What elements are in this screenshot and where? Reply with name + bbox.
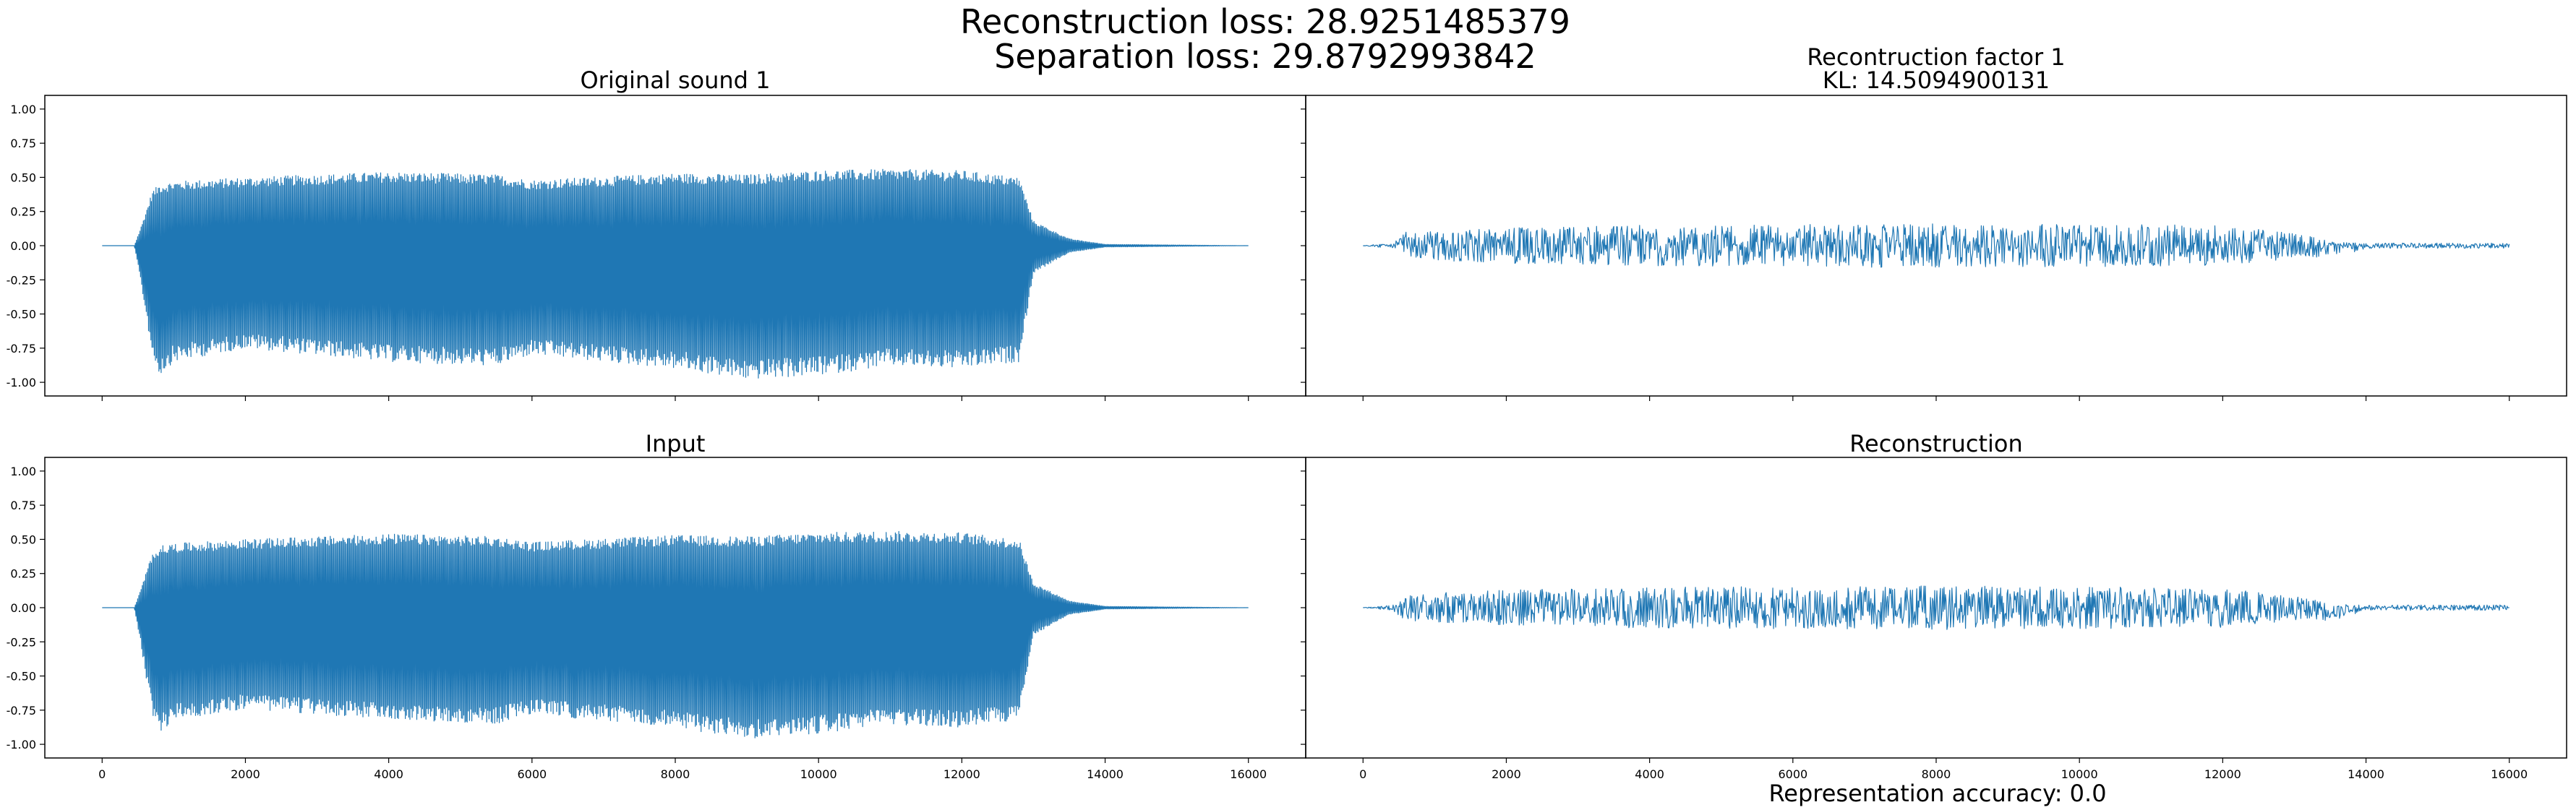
subplot-4: Reconstruction 0 2000 4000 6000 8000 10000 1200… [1301,430,2567,781]
y-tick-label: -1.00 [7,376,36,389]
subplot-subtitle: KL: 14.5094900131 [1823,66,2050,94]
x-tick-label: 2000 [231,767,260,781]
subplot-title: Reconstruction [1849,430,2022,457]
y-tick-label: 1.00 [10,103,36,116]
y-tick-label: 0.75 [10,499,36,512]
subplot-title: Original sound 1 [580,66,770,94]
x-tick-label: 10000 [2061,767,2098,781]
y-tick-label: 0.25 [10,567,36,581]
x-tick-label: 16000 [1230,767,1267,781]
x-tick-label: 4000 [374,767,403,781]
x-tick-label: 12000 [2204,767,2241,781]
y-tick-label: -0.75 [7,704,36,718]
subplot-2: Recontruction factor 1KL: 14.5094900131 [1301,43,2567,401]
x-tick-label: 4000 [1635,767,1664,781]
y-tick-label: 0.00 [10,601,36,615]
x-tick-label: 10000 [800,767,837,781]
y-tick-label: -0.50 [7,670,36,684]
y-tick-label: -0.25 [7,635,36,649]
series-line [1363,223,2510,268]
subplot-1: Original sound 1 1.00 0.75 0.50 0.25 0.00 -0.2… [7,66,1306,401]
y-tick-label: -1.00 [7,738,36,751]
x-tick-label: 2000 [1492,767,1521,781]
y-tick-label: -0.50 [7,308,36,322]
y-tick-label: 1.00 [10,465,36,478]
subplot-title: Input [646,430,706,457]
suptitle-line1: Reconstruction loss: 28.9251485379 [960,2,1570,41]
y-tick-label: 0.50 [10,171,36,184]
y-tick-label: -0.25 [7,273,36,287]
panels: Original sound 1 1.00 0.75 0.50 0.25 0.00 -0.2… [7,43,2567,781]
series-line [102,168,1249,379]
x-tick-label: 6000 [1778,767,1807,781]
subplot-title: Recontruction factor 1 [1807,43,2065,71]
series-line [1363,585,2509,630]
x-tick-label: 8000 [1922,767,1951,781]
y-tick-label: 0.00 [10,239,36,253]
y-tick-label: 0.25 [10,205,36,219]
subplot-3: Input 1.00 0.75 0.50 0.25 0.00 -0.25 -0.50 -0.75… [7,430,1306,781]
x-tick-label: 6000 [517,767,547,781]
suptitle-line2: Separation loss: 29.8792993842 [994,37,1536,76]
x-tick-label: 8000 [661,767,690,781]
x-tick-label: 14000 [2348,767,2384,781]
y-tick-label: 0.75 [10,137,36,150]
x-tick-label: 0 [1359,767,1366,781]
series-line [102,530,1249,738]
x-tick-label: 0 [98,767,106,781]
y-tick-label: 0.50 [10,533,36,546]
footer-accuracy: Representation accuracy: 0.0 [1768,780,2106,807]
x-tick-label: 14000 [1087,767,1124,781]
x-tick-label: 12000 [943,767,980,781]
y-tick-label: -0.75 [7,342,36,356]
x-tick-label: 16000 [2491,767,2528,781]
